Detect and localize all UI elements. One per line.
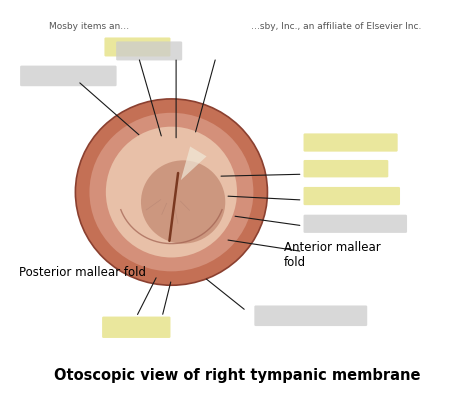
Text: Posterior mallear fold: Posterior mallear fold	[19, 265, 146, 278]
FancyBboxPatch shape	[303, 134, 398, 152]
FancyBboxPatch shape	[20, 67, 117, 87]
Polygon shape	[181, 147, 207, 181]
Ellipse shape	[90, 113, 254, 272]
Text: Otoscopic view of right tympanic membrane: Otoscopic view of right tympanic membran…	[54, 367, 420, 382]
Ellipse shape	[75, 100, 267, 286]
Text: Anterior mallear
fold: Anterior mallear fold	[284, 240, 381, 268]
Ellipse shape	[106, 128, 237, 258]
FancyBboxPatch shape	[303, 215, 407, 233]
FancyBboxPatch shape	[303, 187, 400, 206]
FancyBboxPatch shape	[303, 160, 388, 178]
FancyBboxPatch shape	[116, 43, 182, 61]
FancyBboxPatch shape	[102, 317, 171, 338]
Text: …sby, Inc., an affiliate of Elsevier Inc.: …sby, Inc., an affiliate of Elsevier Inc…	[251, 22, 421, 31]
FancyBboxPatch shape	[104, 38, 171, 57]
Ellipse shape	[141, 161, 225, 244]
FancyBboxPatch shape	[255, 306, 367, 326]
Text: Mosby items an…: Mosby items an…	[49, 22, 129, 31]
